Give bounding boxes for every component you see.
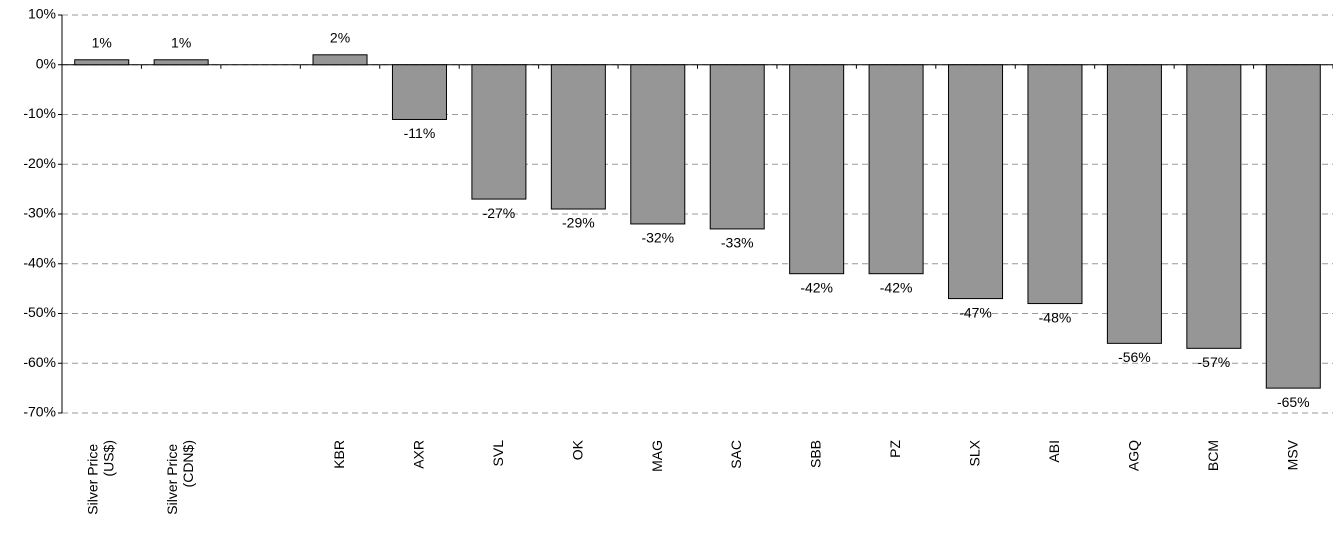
x-tick-label: MAG (648, 440, 664, 472)
x-tick-label: ABI (1046, 440, 1062, 463)
x-tick-label: BCM (1205, 440, 1221, 471)
y-tick-label: -10% (23, 105, 56, 121)
bar (1265, 64, 1321, 389)
bar (1106, 64, 1162, 344)
bar (312, 54, 368, 66)
bar (471, 64, 527, 200)
data-label: 2% (330, 30, 350, 46)
data-label: -42% (880, 279, 913, 295)
bar (630, 64, 686, 225)
y-tick-label: 0% (36, 55, 56, 71)
x-tick-label: SVL (490, 440, 506, 467)
data-label: -48% (1039, 309, 1072, 325)
bar (1027, 64, 1083, 305)
x-tick-label: SAC (728, 440, 744, 469)
bar (391, 64, 447, 120)
data-label: -65% (1277, 394, 1310, 410)
y-tick-label: -70% (23, 404, 56, 420)
data-label: -29% (562, 215, 595, 231)
x-tick-label: SLX (966, 439, 982, 466)
y-tick-label: -40% (23, 254, 56, 270)
bar (789, 64, 845, 275)
bar (1186, 64, 1242, 349)
data-label: 1% (171, 34, 191, 50)
y-tick-label: -50% (23, 304, 56, 320)
x-tick-label: KBR (331, 440, 347, 469)
data-label: -57% (1198, 354, 1231, 370)
data-label: -11% (404, 125, 436, 141)
bar (868, 64, 924, 275)
y-tick-label: -60% (23, 354, 56, 370)
x-tick-label: AGQ (1125, 440, 1141, 471)
data-label: -32% (641, 230, 674, 246)
bar (550, 64, 606, 210)
data-label: -27% (483, 205, 516, 221)
x-tick-label: AXR (410, 440, 426, 469)
data-label: 1% (92, 34, 112, 50)
y-tick-label: -20% (23, 155, 56, 171)
x-tick-label: MSV (1284, 439, 1300, 470)
data-label: -33% (721, 235, 754, 251)
y-tick-label: -30% (23, 205, 56, 221)
x-tick-label: OK (569, 439, 585, 460)
x-tick-label: Silver Price (US$) (84, 440, 116, 515)
data-label: -42% (800, 279, 833, 295)
data-label: -47% (959, 304, 992, 320)
bar (153, 59, 209, 66)
x-tick-label: SBB (807, 440, 823, 468)
bar (948, 64, 1004, 300)
data-label: -56% (1118, 349, 1151, 365)
x-tick-label: PZ (887, 440, 903, 458)
bar (709, 64, 765, 230)
bar (74, 59, 130, 66)
x-tick-label: Silver Price (CDN$) (164, 440, 196, 515)
y-tick-label: 10% (28, 6, 56, 22)
